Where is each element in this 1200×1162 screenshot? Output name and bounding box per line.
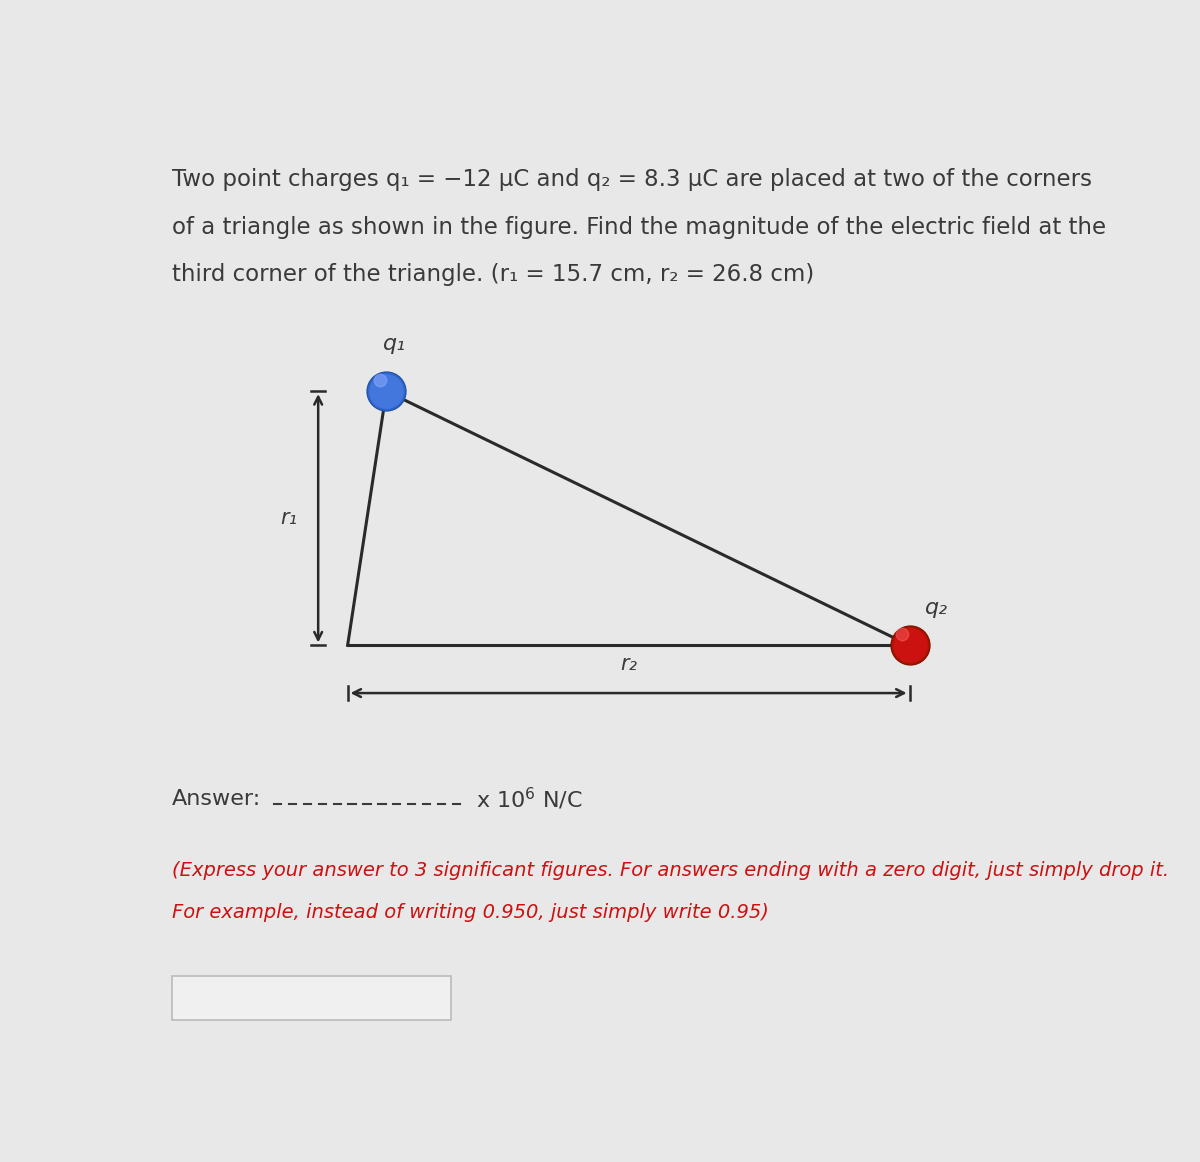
Text: q₁: q₁ bbox=[383, 335, 406, 354]
Text: r₂: r₂ bbox=[620, 654, 637, 674]
Text: (Express your answer to 3 significant figures. For answers ending with a zero di: (Express your answer to 3 significant fi… bbox=[172, 861, 1169, 880]
FancyBboxPatch shape bbox=[172, 976, 451, 1020]
Text: third corner of the triangle. (r₁ = 15.7 cm, r₂ = 26.8 cm): third corner of the triangle. (r₁ = 15.7… bbox=[172, 264, 814, 286]
Text: x 10$^6$ N/C: x 10$^6$ N/C bbox=[475, 787, 582, 812]
Text: For example, instead of writing 0.950, just simply write 0.95): For example, instead of writing 0.950, j… bbox=[172, 903, 768, 923]
Text: r₁: r₁ bbox=[281, 508, 298, 529]
Text: q₂: q₂ bbox=[925, 598, 948, 618]
Text: Two point charges q₁ = −12 μC and q₂ = 8.3 μC are placed at two of the corners: Two point charges q₁ = −12 μC and q₂ = 8… bbox=[172, 168, 1092, 191]
Text: Answer:: Answer: bbox=[172, 789, 260, 809]
Text: of a triangle as shown in the figure. Find the magnitude of the electric field a: of a triangle as shown in the figure. Fi… bbox=[172, 216, 1106, 238]
